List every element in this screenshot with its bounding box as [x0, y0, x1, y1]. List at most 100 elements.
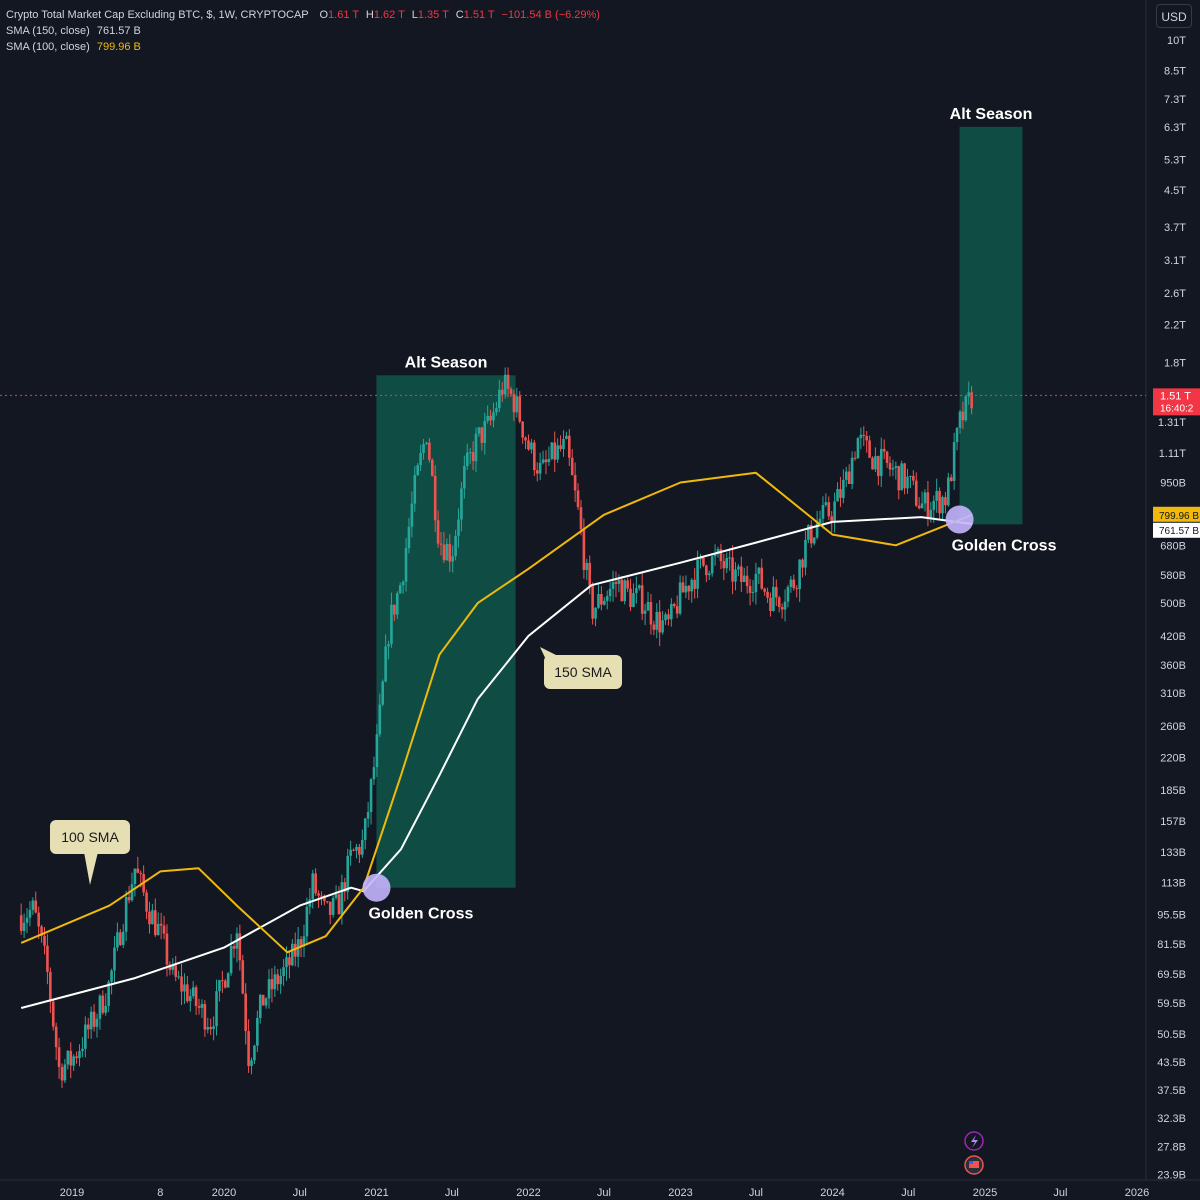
candle-body	[328, 901, 332, 915]
candle-body	[171, 965, 175, 970]
candle-body	[530, 442, 533, 450]
sma100-label: SMA (100, close)	[6, 41, 90, 53]
candle-body	[124, 897, 128, 932]
candle-body	[600, 593, 603, 605]
ohlc-close-label: C	[455, 9, 464, 21]
candle-body	[311, 873, 315, 900]
candle-body	[302, 936, 306, 947]
candle-body	[457, 519, 460, 536]
candle-body	[346, 855, 350, 892]
golden-cross-label: Golden Cross	[368, 906, 473, 923]
candle-body	[710, 556, 714, 574]
candle-body	[923, 492, 927, 504]
price-tick-label: 133B	[1160, 847, 1186, 859]
candle-body	[127, 897, 131, 901]
ohlc-open-value: 1.61 T	[328, 9, 359, 21]
candle-body	[238, 933, 242, 961]
candle-body	[393, 604, 396, 615]
price-tick-label: 360B	[1160, 660, 1186, 672]
candle-body	[95, 1018, 99, 1027]
ohlc-low-label: L	[411, 9, 418, 21]
candle-body	[31, 900, 35, 910]
candle-body	[86, 1024, 90, 1030]
candle-body	[361, 839, 364, 855]
candle-body	[573, 474, 577, 491]
candle-body	[699, 557, 702, 560]
sma-callouts: 100 SMA 150 SMA	[50, 647, 622, 885]
candle-body	[250, 1060, 253, 1067]
sma100-line	[20, 471, 973, 954]
candle-body	[433, 475, 437, 521]
candle-body	[40, 926, 43, 936]
candle-body	[780, 607, 784, 610]
candle-body	[19, 915, 23, 931]
candle-body	[401, 581, 405, 586]
price-tick-label: 2.6T	[1164, 288, 1186, 300]
candle-body	[121, 931, 125, 945]
candle-body	[264, 998, 268, 1006]
candle-body	[221, 980, 224, 982]
candle-body	[935, 490, 938, 501]
time-tick-label: Jul	[597, 1187, 611, 1199]
legend-row-sma100[interactable]: SMA (100, close) 799.96 B	[6, 39, 600, 55]
candle-body	[395, 593, 399, 615]
candle-body	[247, 1031, 250, 1067]
candle-body	[215, 991, 218, 1027]
time-tick-label: 2025	[973, 1187, 997, 1199]
sma150-badge-value: 761.57 B	[1159, 526, 1199, 537]
price-tick-label: 1.11T	[1159, 448, 1187, 460]
candle-body	[358, 846, 361, 855]
candle-body	[556, 445, 559, 460]
bottom-icons[interactable]	[964, 1131, 984, 1175]
candle-body	[929, 509, 933, 518]
candle-body	[640, 585, 644, 614]
candle-body	[116, 932, 119, 948]
price-tick-label: 50.5B	[1157, 1029, 1186, 1041]
candle-body	[827, 502, 831, 517]
candle-body	[49, 971, 52, 1002]
candle-body	[410, 503, 414, 527]
candle-body	[509, 388, 513, 395]
candle-body	[156, 923, 160, 936]
price-tick-label: 81.5B	[1157, 939, 1186, 951]
time-tick-label: Jul	[1053, 1187, 1067, 1199]
candle-body	[460, 488, 463, 520]
candle-body	[352, 849, 355, 851]
candle-body	[894, 466, 898, 468]
candle-body	[748, 586, 752, 593]
candle-body	[725, 557, 729, 569]
candle-body	[809, 525, 813, 544]
candle-body	[151, 910, 154, 925]
candle-body	[299, 939, 303, 947]
sma100-badge-value: 799.96 B	[1159, 511, 1199, 522]
legend-row-sma150[interactable]: SMA (150, close) 761.57 B	[6, 23, 600, 39]
time-axis[interactable]: 2019 8 2020 Jul 2021 Jul 2022 Jul 2023 Jul 2024 Jul…	[60, 1187, 1149, 1199]
candle-body	[486, 415, 489, 421]
price-tick-label: 27.8B	[1157, 1141, 1186, 1153]
candle-body	[148, 911, 151, 925]
candle-body	[608, 588, 612, 597]
candle-body	[404, 548, 408, 582]
candle-body	[786, 587, 790, 602]
candle-body	[454, 535, 457, 557]
candle-body	[707, 573, 711, 576]
candle-body	[261, 994, 265, 1006]
candle-body	[285, 957, 288, 968]
price-tick-label: 420B	[1160, 631, 1186, 643]
candle-body	[611, 582, 615, 589]
candle-body	[579, 507, 583, 530]
lightning-icon[interactable]	[964, 1131, 984, 1151]
time-tick-label: Jul	[293, 1187, 307, 1199]
candle-body	[218, 980, 221, 992]
countdown-badge-value: 16:40:2	[1160, 403, 1194, 414]
candle-body	[258, 994, 262, 1018]
candle-body	[256, 1017, 259, 1046]
time-tick-label: 2019	[60, 1187, 84, 1199]
price-tick-label: 69.5B	[1157, 969, 1186, 981]
candle-body	[407, 526, 411, 549]
candle-body	[305, 906, 309, 937]
currency-button[interactable]: USD	[1156, 4, 1192, 28]
price-axis[interactable]: 10T 8.5T 7.3T 6.3T 5.3T 4.5T 3.7T 3.1T 2.6T 2.2T 1…	[1157, 35, 1186, 1182]
candle-body	[775, 586, 778, 598]
